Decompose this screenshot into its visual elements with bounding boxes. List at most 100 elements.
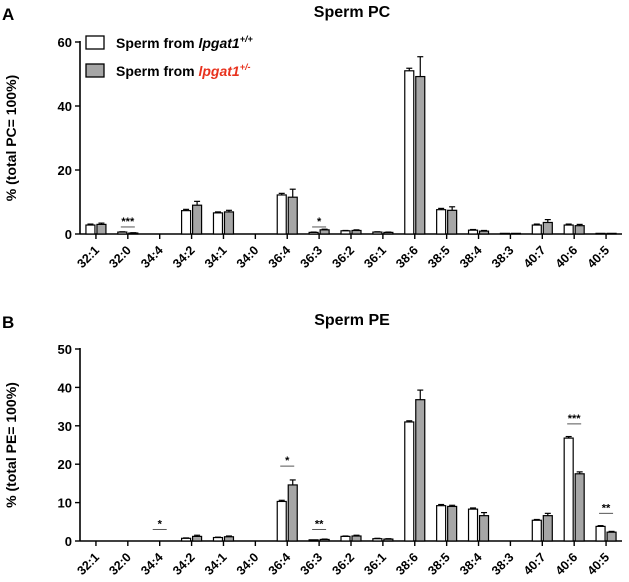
legend: Sperm from lpgat1+/+ Sperm from lpgat1+/… [85,34,253,79]
x-tick-label: 34:2 [170,243,198,271]
bar-wildtype [595,525,606,542]
bar-heterozygous [319,538,330,542]
x-tick-label: 40:7 [521,243,549,271]
x-tick-label: 40:6 [553,550,581,578]
x-tick-label: 34:2 [170,550,198,578]
bar-wildtype [212,212,224,235]
chart-title: Sperm PE [314,312,390,329]
x-tick-label: 38:4 [457,243,485,271]
x-tick-label: 34:1 [202,550,230,578]
bar-heterozygous [542,515,553,542]
bar-heterozygous [319,229,330,235]
x-tick-label: 32:0 [106,550,134,578]
significance-stars: *** [121,216,135,228]
panel-b: B Sperm PE % (total PE= 100%) 0 10 20 30 40 50 32… [2,312,622,578]
y-axis-label: % (total PE= 100%) [3,382,19,508]
bar-wildtype [180,210,192,235]
x-tick-label: 36:1 [361,243,389,271]
x-tick-label: 40:6 [553,243,581,271]
bar-heterozygous [191,535,203,542]
significance-stars: * [285,455,290,467]
bar-wildtype [372,538,383,542]
bar-heterozygous [478,230,490,235]
x-tick-label: 34:4 [138,243,166,271]
bar-heterozygous [96,223,107,235]
legend-label-wildtype: Sperm from lpgat1+/+ [116,34,253,51]
y-tick-label: 0 [65,534,72,549]
x-tick-label: 40:7 [521,550,549,578]
bar-wildtype [85,224,96,235]
x-tick-label: 34:4 [138,550,166,578]
bar-wildtype [276,194,287,235]
bar-heterozygous [383,538,394,542]
bar-wildtype [436,209,447,235]
bar-heterozygous [191,204,203,235]
x-tick-label: 36:4 [266,243,294,271]
bar-heterozygous [447,209,458,235]
bar-heterozygous [574,225,585,235]
panel-label: B [2,313,14,332]
x-tick-label: 32:1 [74,550,102,578]
bar-wildtype [372,231,383,235]
x-tick-label: 36:3 [298,243,326,271]
bar-wildtype [180,537,192,542]
x-tick-label: 38:6 [393,550,421,578]
panel-label: A [2,5,14,24]
bar-wildtype [467,508,479,542]
significance-stars: ** [602,502,611,514]
bar-heterozygous [415,399,426,542]
y-tick-label: 50 [58,342,72,357]
significance-stars: ** [315,518,324,530]
bar-heterozygous [287,484,298,542]
y-axis-label: % (total PC= 100%) [3,75,19,201]
x-tick-label: 38:3 [489,550,517,578]
bar-wildtype [467,229,479,235]
y-tick-label: 40 [58,380,72,395]
bar-heterozygous [542,221,553,235]
bar-heterozygous [606,531,617,542]
bar-wildtype [499,232,511,235]
significance-stars: * [317,216,322,228]
bar-heterozygous [478,515,490,542]
bar-wildtype [404,70,415,235]
x-tick-label: 32:0 [106,243,134,271]
x-tick-label: 34:0 [234,550,262,578]
bar-wildtype [340,230,351,235]
x-tick-label: 36:4 [266,550,294,578]
bar-wildtype [436,505,447,542]
chart-title: Sperm PC [314,4,391,21]
bar-heterozygous [447,505,458,542]
bar-heterozygous [574,473,585,542]
x-tick-label: 38:3 [489,243,517,271]
bar-wildtype [308,539,319,542]
bar-wildtype [531,519,542,542]
bar-wildtype [563,437,574,542]
bar-wildtype [531,224,542,235]
x-tick-label: 34:0 [234,243,262,271]
y-tick-label: 20 [58,163,72,178]
bar-heterozygous [415,75,426,235]
bar-heterozygous [510,232,522,235]
legend-swatch-heterozygous [85,63,105,78]
x-tick-label: 34:1 [202,243,230,271]
x-tick-label: 38:5 [425,243,453,271]
significance-stars: *** [568,413,582,425]
bar-wildtype [595,232,606,235]
x-tick-label: 38:5 [425,550,453,578]
y-tick-label: 40 [58,99,72,114]
bar-heterozygous [351,535,362,542]
bar-wildtype [563,224,574,235]
bar-heterozygous [351,229,362,235]
x-tick-label: 36:1 [361,550,389,578]
x-tick-label: 38:4 [457,550,485,578]
x-tick-label: 36:2 [330,243,358,271]
y-tick-label: 60 [58,35,72,50]
y-tick-label: 0 [65,227,72,242]
bar-heterozygous [287,196,298,235]
legend-swatch-wildtype [85,35,105,50]
legend-label-heterozygous: Sperm from lpgat1+/- [116,62,250,79]
bar-heterozygous [606,232,617,235]
bar-heterozygous [223,536,235,542]
bar-wildtype [276,500,287,542]
